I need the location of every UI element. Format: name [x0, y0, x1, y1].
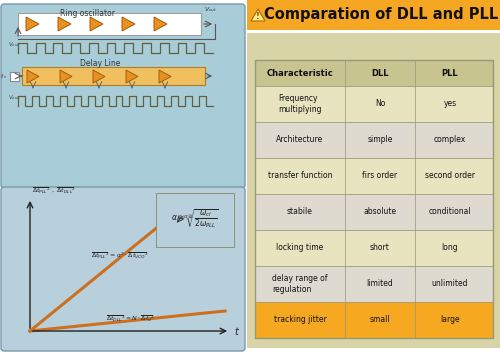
- Text: small: small: [370, 316, 390, 324]
- Text: tracking jitter: tracking jitter: [274, 316, 326, 324]
- Text: $f_{in}$: $f_{in}$: [0, 72, 7, 81]
- Polygon shape: [26, 17, 39, 31]
- Text: No: No: [375, 100, 385, 108]
- Text: !: !: [256, 12, 260, 21]
- FancyBboxPatch shape: [10, 72, 19, 81]
- Text: absolute: absolute: [364, 208, 396, 216]
- Text: locking time: locking time: [276, 244, 324, 252]
- Polygon shape: [90, 17, 103, 31]
- FancyBboxPatch shape: [22, 67, 205, 85]
- Text: firs order: firs order: [362, 172, 398, 180]
- Polygon shape: [154, 17, 167, 31]
- Text: $\overline{\Delta t_{PLL}}^2 = \alpha^2 \cdot \overline{\Delta t_{VCO}}^2$: $\overline{\Delta t_{PLL}}^2 = \alpha^2 …: [91, 251, 149, 261]
- Text: PLL: PLL: [442, 68, 458, 78]
- Text: Architecture: Architecture: [276, 136, 324, 144]
- FancyBboxPatch shape: [1, 4, 245, 188]
- Polygon shape: [122, 17, 135, 31]
- FancyBboxPatch shape: [255, 302, 493, 338]
- Text: $\overline{\Delta t_{DLL}}^2 = N \cdot \overline{\Delta t_d}^2$: $\overline{\Delta t_{DLL}}^2 = N \cdot \…: [106, 314, 154, 324]
- Text: conditional: conditional: [428, 208, 472, 216]
- Text: limited: limited: [366, 280, 394, 288]
- Text: transfer function: transfer function: [268, 172, 332, 180]
- FancyBboxPatch shape: [255, 122, 493, 158]
- FancyBboxPatch shape: [255, 60, 493, 86]
- Polygon shape: [93, 70, 105, 83]
- FancyBboxPatch shape: [255, 266, 493, 302]
- Text: Comparation of DLL and PLL: Comparation of DLL and PLL: [264, 7, 498, 23]
- Text: short: short: [370, 244, 390, 252]
- Polygon shape: [159, 70, 171, 83]
- FancyBboxPatch shape: [247, 0, 500, 30]
- Text: $V_{out}$: $V_{out}$: [8, 41, 20, 49]
- Text: stabile: stabile: [287, 208, 313, 216]
- FancyBboxPatch shape: [255, 158, 493, 194]
- Text: second order: second order: [425, 172, 475, 180]
- Polygon shape: [60, 70, 72, 83]
- FancyBboxPatch shape: [1, 187, 245, 351]
- Text: Ring oscillator: Ring oscillator: [60, 8, 116, 18]
- FancyBboxPatch shape: [255, 194, 493, 230]
- Text: delay range of
regulation: delay range of regulation: [272, 274, 328, 294]
- Polygon shape: [27, 70, 39, 83]
- Text: Frequency
multiplying: Frequency multiplying: [278, 94, 322, 114]
- Text: DLL: DLL: [371, 68, 389, 78]
- Text: unlimited: unlimited: [432, 280, 468, 288]
- Text: $V_{out}$: $V_{out}$: [8, 94, 20, 102]
- Text: simple: simple: [368, 136, 392, 144]
- Text: Delay Line: Delay Line: [80, 59, 120, 67]
- FancyBboxPatch shape: [255, 230, 493, 266]
- Text: Characteristic: Characteristic: [266, 68, 334, 78]
- Text: $\overline{\Delta t_{PLL}}^2\ ,\ \overline{\Delta t_{DLL}}^2$: $\overline{\Delta t_{PLL}}^2\ ,\ \overli…: [32, 186, 76, 196]
- Polygon shape: [126, 70, 138, 83]
- Text: complex: complex: [434, 136, 466, 144]
- FancyBboxPatch shape: [247, 33, 500, 348]
- Text: $\alpha \cong \sqrt{\dfrac{\omega_{cl}}{2\omega_{PLL}}}$: $\alpha \cong \sqrt{\dfrac{\omega_{cl}}{…: [171, 208, 219, 231]
- Text: long: long: [442, 244, 458, 252]
- Polygon shape: [251, 9, 265, 21]
- Text: $\alpha \cong$: $\alpha \cong$: [183, 212, 194, 220]
- Text: large: large: [440, 316, 460, 324]
- Text: $t$: $t$: [234, 325, 240, 337]
- Text: $V_{out}$: $V_{out}$: [204, 5, 218, 14]
- FancyBboxPatch shape: [18, 13, 201, 35]
- FancyBboxPatch shape: [255, 86, 493, 122]
- Text: yes: yes: [444, 100, 456, 108]
- Polygon shape: [58, 17, 71, 31]
